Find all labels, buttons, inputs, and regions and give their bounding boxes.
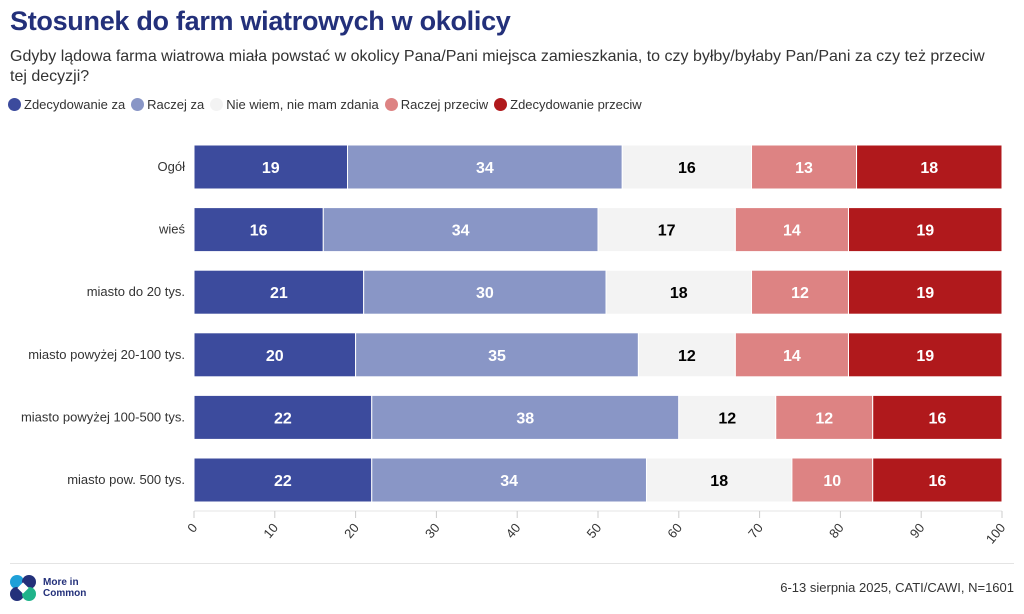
data-label: 17	[658, 223, 676, 240]
bar-segment	[847, 207, 1003, 253]
footer-divider	[10, 563, 1014, 564]
legend-label: Raczej przeciw	[400, 97, 489, 112]
chart: Ogół 19 34 16 13 18 wieś 16 34 17 14 19 miasto do 20…	[21, 144, 1008, 547]
x-tick-label: 0	[184, 520, 200, 535]
x-tick-label: 100	[983, 520, 1008, 546]
data-label: 12	[718, 410, 736, 427]
data-label: 16	[678, 160, 696, 177]
legend-item: Raczej przeciw	[384, 97, 489, 112]
bar-segment	[751, 269, 849, 315]
chart-title: Stosunek do farm wiatrowych w okolicy	[10, 6, 511, 36]
x-tick-label: 60	[664, 520, 685, 541]
x-tick-label: 90	[907, 520, 928, 541]
data-label: 19	[262, 160, 280, 177]
bar-segment	[371, 457, 647, 503]
legend-swatch	[210, 98, 224, 111]
legend-item: Raczej za	[131, 97, 204, 112]
data-label: 38	[516, 410, 534, 427]
x-tick-label: 50	[584, 520, 605, 541]
legend-label: Zdecydowanie przeciw	[510, 97, 642, 112]
bar-segment	[872, 457, 1003, 503]
legend-item: Zdecydowanie przeciw	[494, 97, 642, 112]
legend: Zdecydowanie za Raczej za Nie wiem, nie ma…	[8, 97, 642, 112]
legend-swatch	[131, 98, 145, 111]
category-label: miasto powyżej 20-100 tys.	[28, 347, 185, 362]
data-label: 14	[783, 223, 801, 240]
legend-label: Nie wiem, nie mam zdania	[226, 97, 379, 112]
legend-swatch	[494, 98, 508, 111]
bar-segment	[621, 144, 753, 190]
bar-segment	[847, 332, 1003, 378]
bar-segment	[193, 207, 324, 253]
x-tick-label: 20	[341, 520, 362, 541]
data-label: 18	[670, 285, 688, 302]
bar-segment	[193, 144, 349, 190]
bar-segment	[856, 144, 1003, 190]
bar-segment	[322, 207, 599, 253]
logo: More in Common	[9, 574, 86, 602]
x-tick-label: 10	[260, 520, 281, 541]
x-tick-label: 30	[422, 520, 443, 541]
bar-segment	[751, 144, 858, 190]
bar-segment	[678, 394, 777, 440]
data-label: 12	[678, 348, 696, 365]
data-label: 22	[274, 473, 292, 490]
category-label: miasto pow. 500 tys.	[67, 472, 185, 487]
x-tick-label: 70	[745, 520, 766, 541]
legend-label: Raczej za	[147, 97, 205, 112]
data-label: 19	[916, 223, 934, 240]
category-label: wieś	[158, 222, 186, 237]
data-label: 30	[476, 285, 494, 302]
data-label: 22	[274, 410, 292, 427]
bar-segment	[775, 394, 874, 440]
category-label: Ogół	[158, 159, 186, 174]
x-tick-label: 40	[503, 520, 524, 541]
bar-segment	[347, 144, 623, 190]
bar-segment	[193, 332, 357, 378]
bar-segment	[363, 269, 607, 315]
legend-swatch	[384, 98, 398, 111]
data-label: 18	[710, 473, 728, 490]
legend-item: Nie wiem, nie mam zdania	[210, 97, 379, 112]
bar-segment	[847, 269, 1003, 315]
data-label: 34	[500, 473, 518, 490]
source-note: 6-13 sierpnia 2025, CATI/CAWI, N=1601	[780, 580, 1014, 595]
bar-segment	[597, 207, 736, 253]
data-label: 34	[452, 223, 470, 240]
bar-segment	[193, 457, 373, 503]
data-label: 20	[266, 348, 284, 365]
category-label: miasto do 20 tys.	[87, 284, 185, 299]
chart-subtitle: Gdyby lądowa farma wiatrowa miała powsta…	[10, 48, 985, 85]
bar-segment	[605, 269, 753, 315]
bar-segment	[637, 332, 736, 378]
data-label: 16	[928, 473, 946, 490]
legend-swatch	[8, 98, 21, 111]
bar-segment	[872, 394, 1003, 440]
logo-icon	[10, 575, 36, 601]
data-label: 19	[916, 348, 934, 365]
x-tick-label: 80	[826, 520, 847, 541]
legend-item: Zdecydowanie za	[8, 97, 125, 112]
legend-label: Zdecydowanie za	[24, 97, 126, 112]
data-label: 14	[783, 348, 801, 365]
data-label: 13	[795, 160, 813, 177]
data-label: 19	[916, 285, 934, 302]
bar-segment	[193, 394, 373, 440]
data-label: 18	[920, 160, 938, 177]
bar-segment	[734, 207, 849, 253]
data-label: 16	[250, 223, 268, 240]
data-label: 35	[488, 348, 506, 365]
category-label: miasto powyżej 100-500 tys.	[21, 409, 185, 424]
data-label: 16	[928, 410, 946, 427]
data-label: 34	[476, 160, 494, 177]
bar-segment	[355, 332, 639, 378]
data-label: 12	[815, 410, 833, 427]
bar-segment	[371, 394, 680, 440]
data-label: 10	[823, 473, 841, 490]
logo-text-line2: Common	[43, 588, 87, 599]
data-label: 12	[791, 285, 809, 302]
bar-segment	[193, 269, 365, 315]
data-label: 21	[270, 285, 288, 302]
logo-text-line1: More in	[43, 577, 79, 588]
